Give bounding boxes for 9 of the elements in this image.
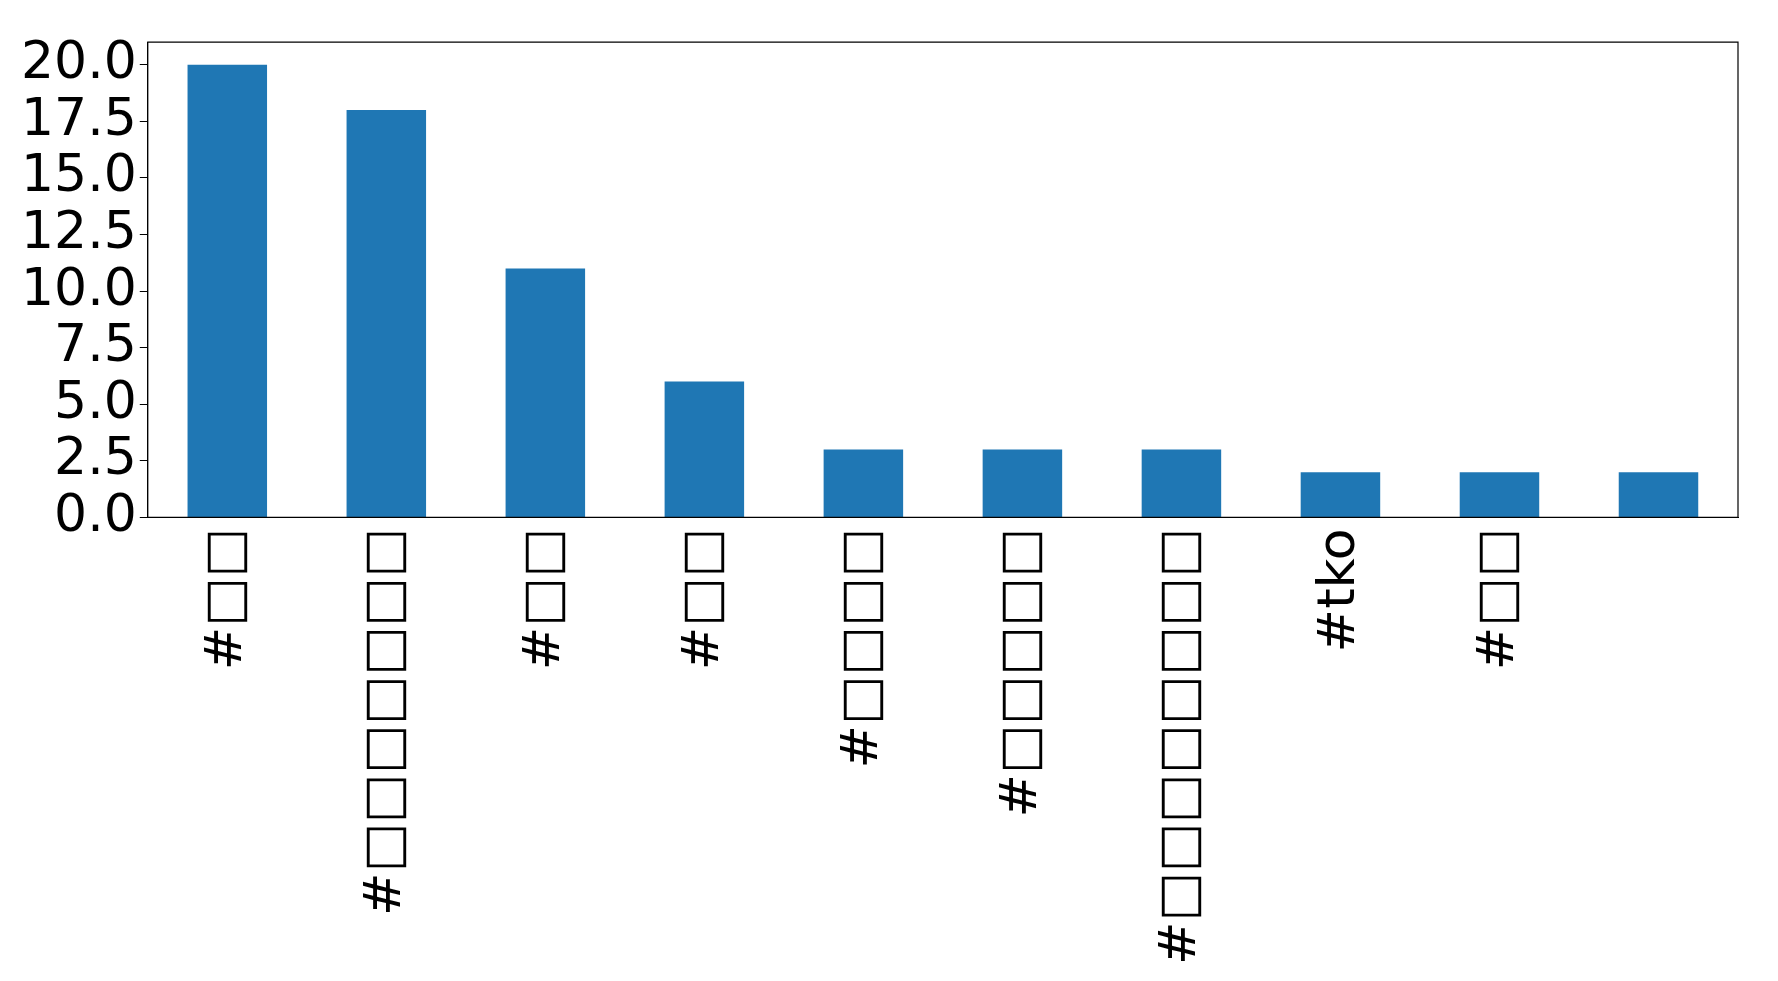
x-tick-label: #□□ bbox=[669, 528, 730, 671]
x-tick-label: #□□ bbox=[1464, 528, 1525, 671]
x-tick-label: #□□ bbox=[192, 528, 253, 671]
x-tick-label: #□□ bbox=[510, 528, 571, 671]
x-tick-label: #□□□□□□□ bbox=[351, 528, 412, 916]
x-tick-label: #□□□□□□□□ bbox=[1146, 528, 1207, 966]
x-tick-label: #tko bbox=[1305, 528, 1366, 653]
x-tick-label: #□□□□□ bbox=[987, 528, 1048, 818]
x-tick-label: #□□□□ bbox=[828, 528, 889, 769]
